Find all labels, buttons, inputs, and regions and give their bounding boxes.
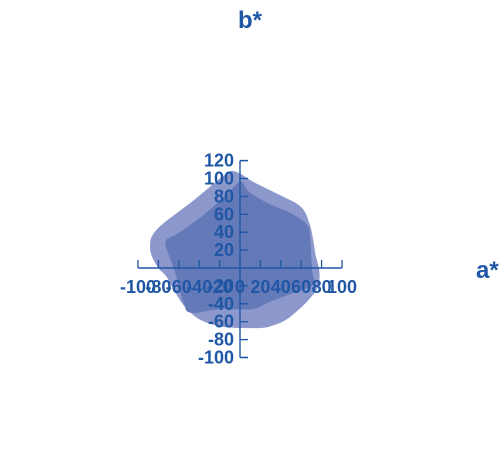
y-tick-label: 20 (214, 240, 234, 260)
y-tick-label: -40 (208, 294, 234, 314)
y-tick-label: 80 (214, 186, 234, 206)
y-axis-title: b* (238, 7, 263, 34)
x-tick-label: 40 (271, 277, 291, 297)
x-tick-label: -40 (186, 277, 212, 297)
x-tick-label: -80 (145, 277, 171, 297)
x-tick-label: 100 (327, 277, 357, 297)
y-tick-label: -60 (208, 312, 234, 332)
x-tick-label: 20 (250, 277, 270, 297)
x-tick-label: -60 (166, 277, 192, 297)
y-tick-label: -20 (208, 276, 234, 296)
y-tick-label: -80 (208, 330, 234, 350)
y-tick-label: 120 (204, 151, 234, 171)
x-tick-label: 80 (312, 277, 332, 297)
x-tick-label: -20 (207, 277, 233, 297)
x-tick-label: -100 (120, 277, 156, 297)
y-tick-label: 60 (214, 204, 234, 224)
x-tick-label: 0 (235, 277, 245, 297)
gamut-areas (150, 170, 320, 329)
axes: -100-80-60-40-20 0 20 40 60 80100-100-80-60-4… (120, 151, 357, 368)
y-tick-label: -100 (198, 348, 234, 368)
x-axis-title: a* (476, 257, 499, 284)
y-tick-label: 100 (204, 169, 234, 189)
y-tick-label: 40 (214, 222, 234, 242)
x-tick-label: 60 (291, 277, 311, 297)
